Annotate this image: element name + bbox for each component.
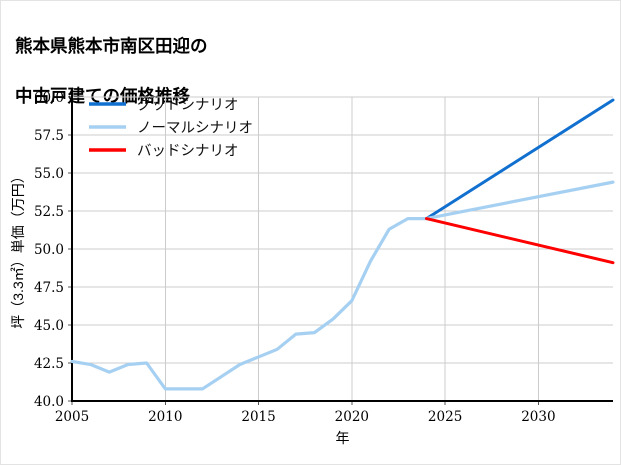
legend-label-2: バッドシナリオ <box>137 144 239 160</box>
y-axis-title: 坪（3.3㎡）単価（万円） <box>10 169 26 328</box>
chart-title-line-2: 中古戸建ての価格推移 <box>15 85 190 106</box>
series-line-2 <box>424 217 615 265</box>
x-tick-label: 2020 <box>335 409 369 425</box>
x-tick-label: 2015 <box>241 409 275 425</box>
x-tick-label: 2025 <box>428 409 462 425</box>
y-tick-label: 47.5 <box>34 280 64 296</box>
axis-spines <box>70 89 613 403</box>
y-tick-label: 40.0 <box>34 394 64 410</box>
y-tick-labels: 40.0 42.5 45.0 47.5 50.0 52.5 55.0 57.5 60.0 <box>34 90 64 410</box>
legend-label-0: グッドシナリオ <box>137 97 239 114</box>
y-tick-label: 52.5 <box>34 204 64 220</box>
x-tick-label: 2010 <box>148 409 182 425</box>
y-tick-label: 45.0 <box>34 318 64 334</box>
x-tick-label: 2005 <box>55 409 89 425</box>
y-tick-label: 60.0 <box>34 90 64 106</box>
y-tick-label: 50.0 <box>34 242 64 258</box>
x-tick-labels: 2005 2010 2015 2020 2025 2030 <box>55 409 556 425</box>
chart-title-line-1: 熊本県熊本市南区田迎の <box>15 35 208 56</box>
chart-title: 熊本県熊本市南区田迎の 中古戸建ての価格推移 <box>15 9 208 133</box>
axis-titles: 年 坪（3.3㎡）単価（万円） <box>10 169 350 446</box>
y-tick-label: 42.5 <box>34 356 64 372</box>
series-line-0 <box>424 98 615 221</box>
data-series-group <box>70 98 615 391</box>
y-tick-label: 55.0 <box>34 166 64 182</box>
legend-label-1: ノーマルシナリオ <box>137 121 253 137</box>
y-tick-label: 57.5 <box>34 128 64 144</box>
x-tick-label: 2030 <box>521 409 555 425</box>
x-axis-title: 年 <box>336 430 350 446</box>
series-line-1 <box>70 180 615 391</box>
